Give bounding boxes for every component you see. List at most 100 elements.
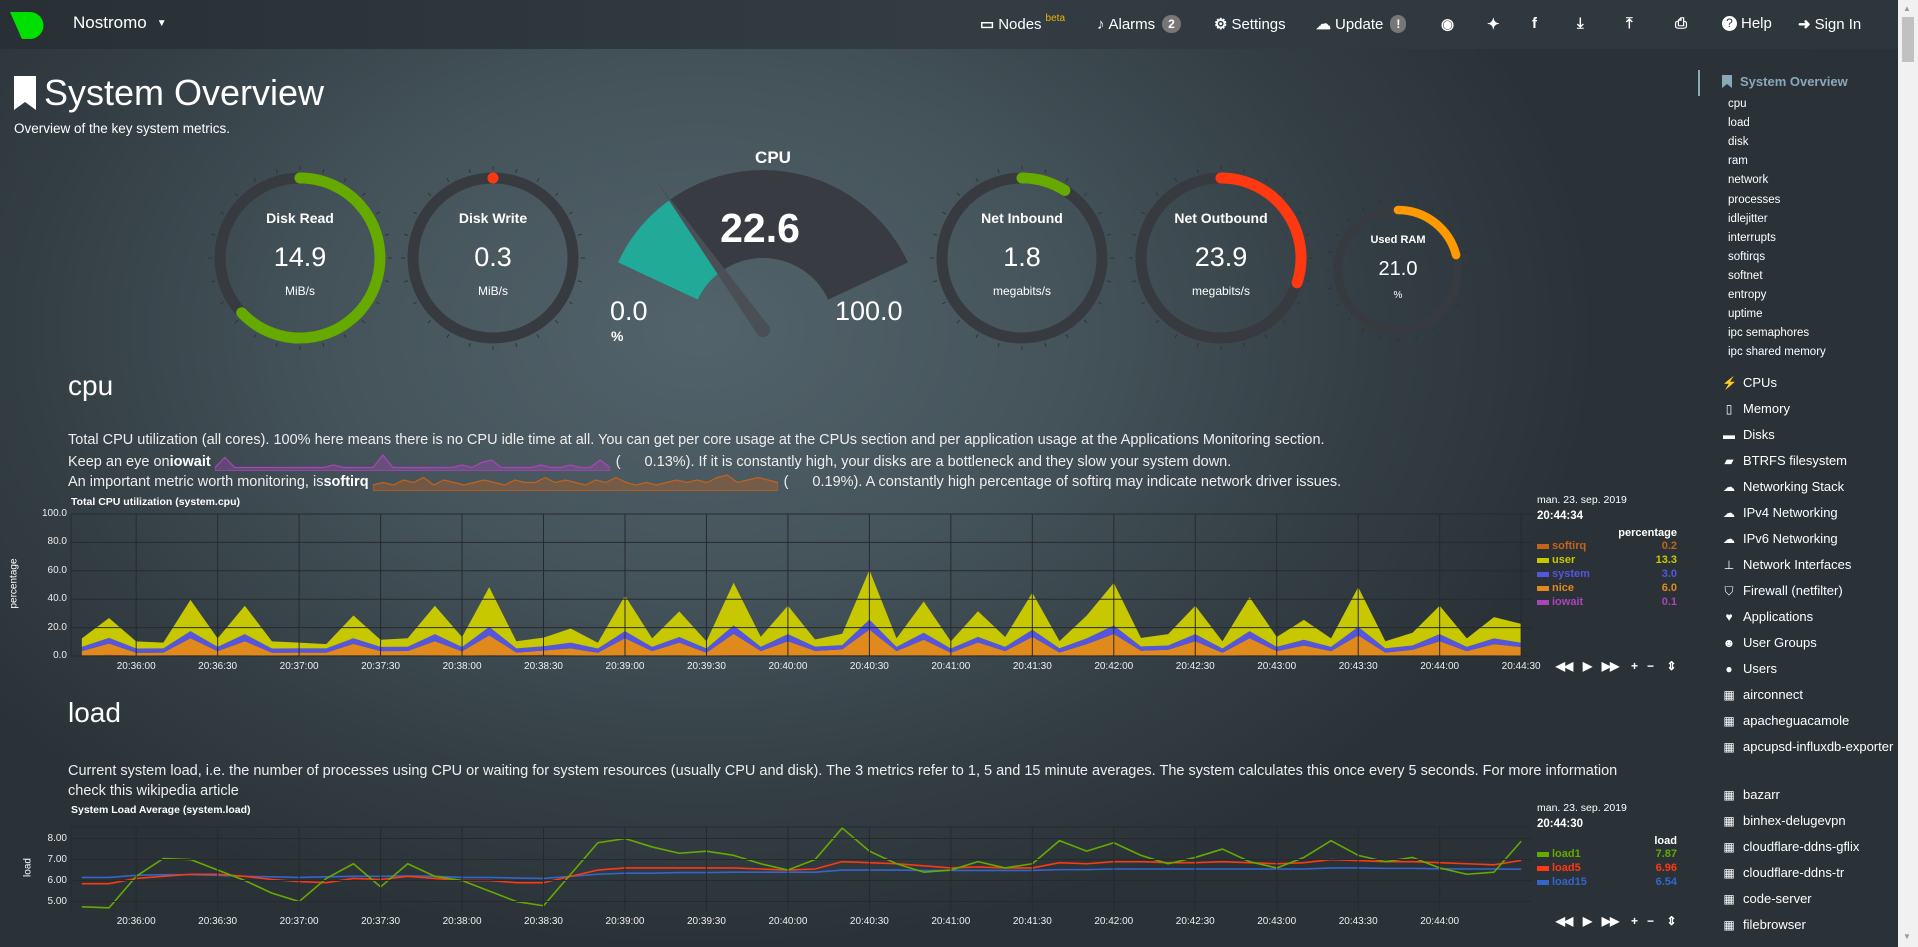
legend-name: system [1552, 568, 1590, 580]
legend-item-load5[interactable]: load5 6.96 [1537, 862, 1677, 874]
sidebar-item-bazarr[interactable]: ▦ bazarr [1722, 784, 1897, 806]
sidebar-subitem-load[interactable]: load [1728, 117, 1750, 130]
sidebar-item-filebrowser[interactable]: ▦ filebrowser [1722, 914, 1897, 936]
sidebar-subitem-cpu[interactable]: cpu [1728, 98, 1747, 110]
sidebar-item-user-groups[interactable]: ☻ User Groups [1722, 632, 1897, 654]
sidebar-subitem-network[interactable]: network [1728, 174, 1769, 187]
x-tick-label: 20:42:00 [1094, 916, 1134, 927]
chart-zoom-out-button[interactable]: − [1646, 659, 1654, 673]
legend-item-load15[interactable]: load15 6.54 [1537, 876, 1677, 888]
gauge-net-inbound[interactable] [922, 158, 1122, 358]
nav-update-button[interactable]: ☁ Update! [1316, 15, 1407, 33]
sidebar-item-airconnect[interactable]: ▦ airconnect [1722, 684, 1897, 706]
sidebar-item-label: Applications [1743, 609, 1814, 624]
scroll-up-icon[interactable]: ▲ [1903, 4, 1911, 13]
softirq-sparkline[interactable] [372, 473, 778, 491]
netdata-logo-icon[interactable] [10, 12, 44, 39]
sidebar-subitem-softnet[interactable]: softnet [1728, 269, 1763, 282]
sidebar-item-ipv4-networking[interactable]: ☁ IPv4 Networking [1722, 502, 1897, 524]
wikipedia-link[interactable]: wikipedia article [136, 783, 239, 799]
chart-zoom-in-button[interactable]: + [1630, 659, 1638, 673]
gauge-tick [1282, 192, 1287, 197]
legend-item-nice[interactable]: nice 6.0 [1537, 582, 1677, 594]
gauge-title: Disk Write [458, 210, 528, 226]
chart-rewind-button[interactable]: ◀◀ [1555, 659, 1573, 673]
nav-upload-button[interactable]: ⤒ [1626, 15, 1633, 32]
sidebar-item-btrfs-filesystem[interactable]: ▰ BTRFS filesystem [1722, 450, 1897, 472]
nav-sign-in-button[interactable]: ➜ Sign In [1798, 15, 1861, 34]
gauge-tick [1097, 301, 1102, 305]
chart-resize-button[interactable]: ⇕ [1666, 659, 1676, 673]
legend-item-iowait[interactable]: iowait 0.1 [1537, 596, 1677, 608]
sidebar-item-networking-stack[interactable]: ☁ Networking Stack [1722, 476, 1897, 498]
chart-zoom-out-button[interactable]: − [1646, 914, 1654, 928]
chart-play-button[interactable]: ▶ [1582, 659, 1592, 673]
gauge-disk-read[interactable] [200, 158, 400, 358]
sidebar-item-ipv6-networking[interactable]: ☁ IPv6 Networking [1722, 528, 1897, 550]
legend-value: 0.2 [1661, 540, 1677, 552]
chart-forward-button[interactable]: ▶▶ [1601, 659, 1619, 673]
chart-forward-button[interactable]: ▶▶ [1601, 914, 1619, 928]
gauge-net-outbound[interactable] [1121, 158, 1321, 358]
sidebar-item-firewall-netfilter-[interactable]: ⛉ Firewall (netfilter) [1722, 580, 1897, 602]
page-scrollbar[interactable]: ▲ ▼ [1898, 0, 1918, 947]
print-icon: ⎙ [1675, 15, 1688, 32]
sidebar-subitem-uptime[interactable]: uptime [1728, 308, 1763, 321]
cpu-gauge[interactable] [590, 140, 930, 350]
sidebar-item-users[interactable]: ● Users [1722, 658, 1897, 680]
legend-unit: percentage [1618, 527, 1677, 539]
sidebar-item-code-server[interactable]: ▦ code-server [1722, 888, 1897, 910]
nav-twitter-button[interactable]: ✦ [1487, 15, 1500, 33]
nav-print-button[interactable]: ⎙ [1675, 15, 1687, 32]
sidebar-item-applications[interactable]: ♥ Applications [1722, 606, 1897, 628]
gauge-tick [536, 333, 540, 338]
sidebar-subitem-disk[interactable]: disk [1728, 136, 1749, 149]
sidebar-item-cloudflare-ddns-tr[interactable]: ▦ cloudflare-ddns-tr [1722, 862, 1897, 884]
chart-resize-button[interactable]: ⇕ [1666, 914, 1676, 928]
sidebar-subitem-softirqs[interactable]: softirqs [1728, 250, 1766, 263]
node-dropdown[interactable]: Nostromo ▼ [73, 13, 167, 33]
gauge-tick [1132, 233, 1137, 236]
nav-settings-button[interactable]: ⚙ Settings [1214, 15, 1286, 34]
sidebar-item-apcupsd-influxdb-exporter[interactable]: ▦ apcupsd-influxdb-exporter [1722, 736, 1897, 758]
sidebar-subitem-idlejitter[interactable]: idlejitter [1728, 212, 1768, 225]
legend-item-load1[interactable]: load1 7.87 [1537, 848, 1677, 860]
sidebar-item-apacheguacamole[interactable]: ▦ apacheguacamole [1722, 710, 1897, 732]
sidebar-subitem-processes[interactable]: processes [1728, 193, 1781, 206]
legend-value: 0.1 [1661, 596, 1677, 608]
sidebar-item-memory[interactable]: ▯ Memory [1722, 398, 1897, 420]
chart-rewind-button[interactable]: ◀◀ [1555, 914, 1573, 928]
sidebar-subitem-interrupts[interactable]: interrupts [1728, 231, 1776, 244]
sidebar-item-binhex-delugevpn[interactable]: ▦ binhex-delugevpn [1722, 810, 1897, 832]
legend-item-softirq[interactable]: softirq 0.2 [1537, 540, 1677, 552]
sidebar-subitem-ram[interactable]: ram [1728, 155, 1748, 168]
gauge-disk-write[interactable] [393, 158, 593, 358]
iowait-sparkline[interactable] [214, 453, 610, 471]
nav-help-button[interactable]: ? Help [1722, 15, 1772, 32]
sidebar-item-disks[interactable]: ▬ Disks [1722, 424, 1897, 446]
scrollbar-thumb[interactable] [1902, 17, 1914, 62]
nav-github-button[interactable]: ◉ [1441, 15, 1454, 33]
sidebar-item-cloudflare-ddns-gflix[interactable]: ▦ cloudflare-ddns-gflix [1722, 836, 1897, 858]
gauge-tick [942, 301, 947, 305]
sidebar-subitem-ipc-shared-memory[interactable]: ipc shared memory [1728, 346, 1826, 359]
sidebar-subitem-entropy[interactable]: entropy [1728, 289, 1767, 301]
nav-download-button[interactable]: ⤓ [1577, 15, 1584, 32]
sidebar-item-cpus[interactable]: ⚡ CPUs [1722, 372, 1897, 394]
x-tick-label: 20:38:00 [442, 661, 482, 672]
legend-item-user[interactable]: user 13.3 [1537, 554, 1677, 566]
legend-item-system[interactable]: system 3.0 [1537, 568, 1677, 580]
chart-play-button[interactable]: ▶ [1582, 914, 1592, 928]
sidebar-item-network-interfaces[interactable]: ⊥ Network Interfaces [1722, 554, 1897, 576]
gauge-tick [1335, 233, 1340, 237]
chart-zoom-in-button[interactable]: + [1630, 914, 1638, 928]
scroll-down-icon[interactable]: ▼ [1903, 932, 1911, 941]
nav-nodes-button[interactable]: ▭ Nodes beta [980, 13, 1065, 34]
sidebar-item-system-overview[interactable]: System Overview [1722, 74, 1848, 89]
nav-alarms-button[interactable]: ♪ Alarms 2 [1097, 15, 1181, 33]
legend-name: load5 [1552, 862, 1581, 874]
sidebar-subitem-ipc-semaphores[interactable]: ipc semaphores [1728, 327, 1810, 340]
legend-value: 6.0 [1661, 582, 1677, 594]
gauge-used-ram[interactable] [1298, 170, 1498, 370]
nav-facebook-button[interactable]: f [1532, 15, 1537, 32]
